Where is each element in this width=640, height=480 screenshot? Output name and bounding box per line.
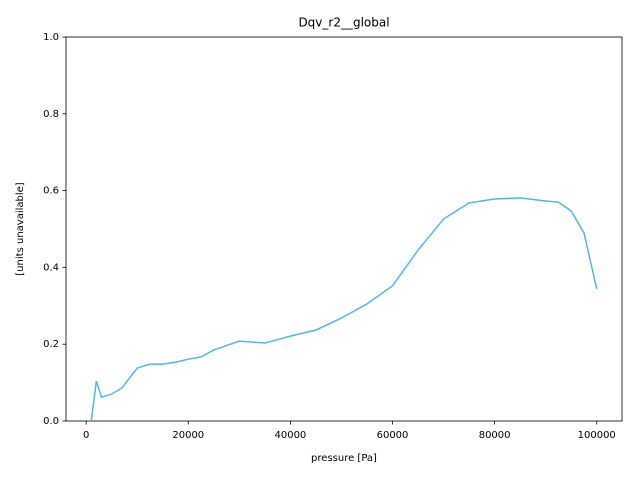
y-tick-label: 0.2 bbox=[43, 339, 59, 350]
x-tick-label: 60000 bbox=[377, 430, 409, 441]
chart-title: Dqv_r2__global bbox=[298, 16, 389, 30]
y-tick-label: 1.0 bbox=[43, 32, 59, 43]
x-tick-label: 20000 bbox=[172, 430, 204, 441]
x-tick-label: 0 bbox=[83, 430, 89, 441]
axes-frame bbox=[65, 36, 623, 422]
x-axis-label: pressure [Pa] bbox=[311, 453, 377, 464]
x-tick-label: 40000 bbox=[274, 430, 306, 441]
y-tick-label: 0.4 bbox=[43, 262, 59, 273]
y-tick-label: 0.8 bbox=[43, 109, 59, 120]
x-tick-label: 80000 bbox=[479, 430, 511, 441]
data-line bbox=[90, 197, 598, 422]
x-tick-label: 100000 bbox=[578, 430, 616, 441]
y-axis-label: [units unavailable] bbox=[15, 182, 26, 275]
y-tick-label: 0.0 bbox=[43, 416, 59, 427]
y-tick-label: 0.6 bbox=[43, 186, 59, 197]
